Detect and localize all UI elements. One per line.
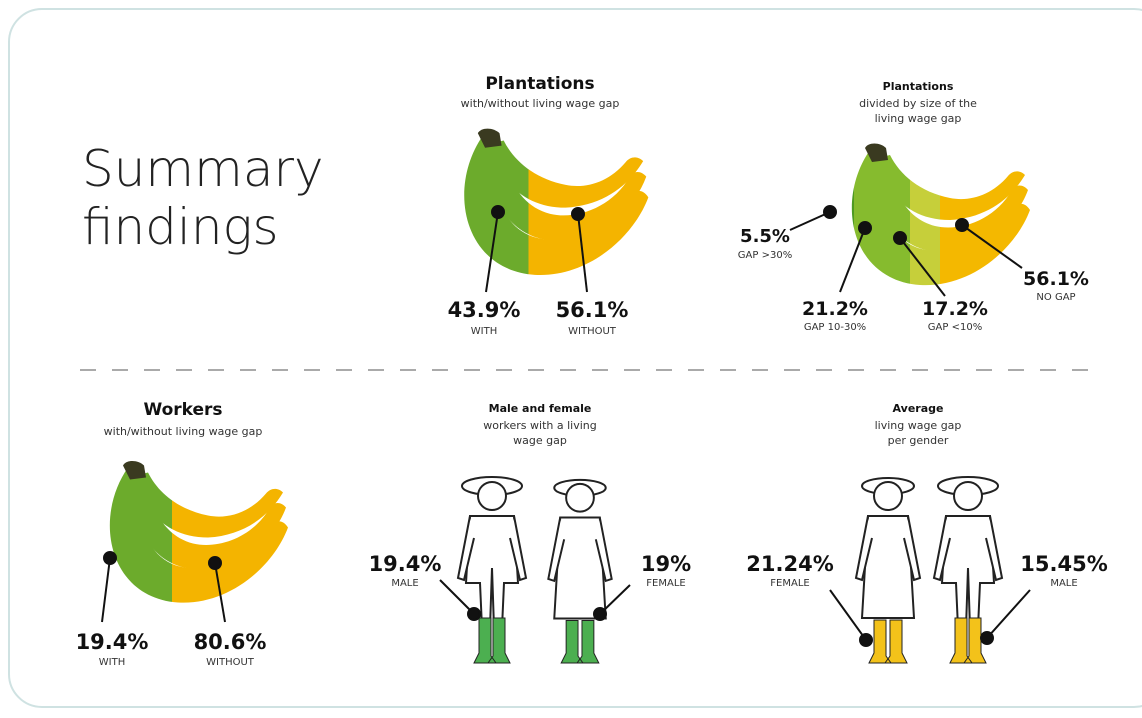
value: 5.5% — [740, 226, 790, 247]
value: 17.2% — [922, 298, 988, 320]
value: 19% — [640, 552, 692, 576]
label: MALE — [1050, 578, 1078, 589]
label: WITH — [470, 326, 498, 337]
label: GAP 10-30% — [803, 322, 867, 333]
panel-title: Average — [892, 402, 944, 415]
panel-title: Plantations — [882, 80, 954, 93]
label: WITHOUT — [568, 326, 616, 337]
value: 21.24% — [746, 552, 834, 576]
label: FEMALE — [646, 578, 686, 589]
value: 19.4% — [368, 552, 442, 576]
page-title: Summary findings — [82, 140, 324, 256]
panel-subtitle: with/without living wage gap — [103, 425, 263, 438]
label: MALE — [391, 578, 419, 589]
label: WITHOUT — [206, 657, 254, 668]
label: NO GAP — [1036, 292, 1076, 303]
label: WITH — [98, 657, 126, 668]
value: 15.45% — [1020, 552, 1108, 576]
value: 80.6% — [193, 630, 267, 654]
value: 21.2% — [802, 298, 868, 320]
panel-subtitle: workers with a living wage gap — [483, 419, 597, 447]
panel-title: Workers — [143, 400, 223, 420]
panel-title: Plantations — [485, 74, 595, 94]
value: 56.1% — [555, 298, 629, 322]
panel-subtitle: with/without living wage gap — [460, 97, 620, 110]
panel-subtitle: living wage gap per gender — [874, 419, 962, 447]
label: GAP <10% — [927, 322, 983, 333]
panel-title: Male and female — [488, 402, 592, 415]
label: FEMALE — [770, 578, 810, 589]
value: 56.1% — [1023, 268, 1089, 290]
card — [8, 8, 1142, 708]
value: 43.9% — [447, 298, 521, 322]
value: 19.4% — [75, 630, 149, 654]
label: GAP >30% — [737, 250, 793, 261]
panel-subtitle: divided by size of the living wage gap — [859, 97, 977, 125]
